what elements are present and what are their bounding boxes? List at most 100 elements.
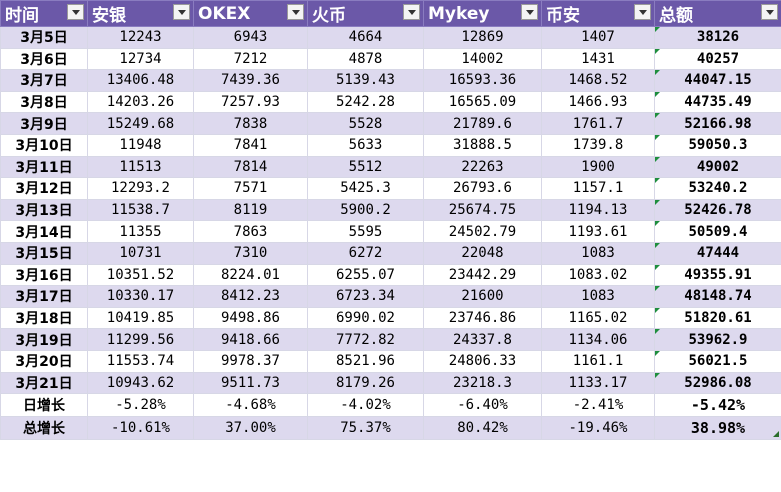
value-cell-anyin[interactable]: 10330.17: [87, 285, 194, 308]
value-cell-anyin[interactable]: 12293.2: [87, 177, 194, 200]
value-cell-anyin[interactable]: 10351.52: [87, 263, 194, 287]
date-cell[interactable]: 3月17日: [0, 285, 88, 308]
value-cell-okex[interactable]: 9511.73: [193, 371, 308, 395]
filter-dropdown-icon[interactable]: [287, 4, 304, 20]
summary-label-cell[interactable]: 日增长: [0, 393, 88, 418]
value-cell-binance[interactable]: 1431: [541, 47, 655, 71]
value-cell-anyin[interactable]: 10419.85: [87, 306, 194, 330]
value-cell-anyin[interactable]: 14203.26: [87, 90, 194, 114]
value-cell-binance[interactable]: 1083.02: [541, 263, 655, 287]
value-cell-binance[interactable]: 1157.1: [541, 177, 655, 200]
value-cell-mykey[interactable]: 12869: [423, 26, 542, 49]
value-cell-mykey[interactable]: 26793.6: [423, 177, 542, 200]
value-cell-mykey[interactable]: 23442.29: [423, 263, 542, 287]
header-cell-okex[interactable]: OKEX: [193, 0, 308, 27]
summary-total-cell[interactable]: -5.42%: [654, 393, 781, 418]
header-cell-anyin[interactable]: 安银: [87, 0, 194, 27]
summary-value-cell-huobi[interactable]: -4.02%: [307, 393, 424, 418]
value-cell-okex[interactable]: 7439.36: [193, 69, 308, 92]
filter-dropdown-icon[interactable]: [173, 4, 190, 20]
value-cell-mykey[interactable]: 14002: [423, 47, 542, 71]
value-cell-binance[interactable]: 1165.02: [541, 306, 655, 330]
value-cell-huobi[interactable]: 8179.26: [307, 371, 424, 395]
total-cell[interactable]: 38126: [654, 26, 781, 49]
total-cell[interactable]: 47444: [654, 241, 781, 265]
date-cell[interactable]: 3月12日: [0, 177, 88, 200]
value-cell-anyin[interactable]: 11538.7: [87, 198, 194, 222]
summary-value-cell-anyin[interactable]: -10.61%: [87, 416, 194, 441]
value-cell-okex[interactable]: 7257.93: [193, 90, 308, 114]
value-cell-okex[interactable]: 8119: [193, 198, 308, 222]
date-cell[interactable]: 3月9日: [0, 112, 88, 135]
value-cell-mykey[interactable]: 16593.36: [423, 69, 542, 92]
value-cell-huobi[interactable]: 6723.34: [307, 285, 424, 308]
value-cell-mykey[interactable]: 24502.79: [423, 220, 542, 243]
value-cell-okex[interactable]: 7571: [193, 177, 308, 200]
header-cell-mykey[interactable]: Mykey: [423, 0, 542, 27]
total-cell[interactable]: 44735.49: [654, 90, 781, 114]
value-cell-binance[interactable]: 1083: [541, 241, 655, 265]
table-resize-handle-icon[interactable]: [773, 431, 779, 438]
date-cell[interactable]: 3月10日: [0, 133, 88, 157]
value-cell-okex[interactable]: 7838: [193, 112, 308, 135]
value-cell-huobi[interactable]: 5425.3: [307, 177, 424, 200]
summary-value-cell-mykey[interactable]: -6.40%: [423, 393, 542, 418]
value-cell-mykey[interactable]: 21789.6: [423, 112, 542, 135]
total-cell[interactable]: 52166.98: [654, 112, 781, 135]
total-cell[interactable]: 59050.3: [654, 133, 781, 157]
value-cell-okex[interactable]: 7212: [193, 47, 308, 71]
filter-dropdown-icon[interactable]: [67, 4, 84, 20]
value-cell-huobi[interactable]: 7772.82: [307, 328, 424, 351]
value-cell-anyin[interactable]: 10943.62: [87, 371, 194, 395]
value-cell-binance[interactable]: 1466.93: [541, 90, 655, 114]
summary-value-cell-huobi[interactable]: 75.37%: [307, 416, 424, 441]
date-cell[interactable]: 3月8日: [0, 90, 88, 114]
date-cell[interactable]: 3月18日: [0, 306, 88, 330]
value-cell-anyin[interactable]: 15249.68: [87, 112, 194, 135]
header-cell-total[interactable]: 总额: [654, 0, 781, 27]
value-cell-okex[interactable]: 9418.66: [193, 328, 308, 351]
value-cell-mykey[interactable]: 22263: [423, 155, 542, 179]
total-cell[interactable]: 51820.61: [654, 306, 781, 330]
value-cell-mykey[interactable]: 16565.09: [423, 90, 542, 114]
value-cell-anyin[interactable]: 11355: [87, 220, 194, 243]
value-cell-mykey[interactable]: 23746.86: [423, 306, 542, 330]
value-cell-okex[interactable]: 7814: [193, 155, 308, 179]
header-cell-time[interactable]: 时间: [0, 0, 88, 27]
value-cell-huobi[interactable]: 5528: [307, 112, 424, 135]
value-cell-binance[interactable]: 1407: [541, 26, 655, 49]
total-cell[interactable]: 52986.08: [654, 371, 781, 395]
value-cell-huobi[interactable]: 5900.2: [307, 198, 424, 222]
value-cell-binance[interactable]: 1761.7: [541, 112, 655, 135]
total-cell[interactable]: 50509.4: [654, 220, 781, 243]
value-cell-huobi[interactable]: 5595: [307, 220, 424, 243]
total-cell[interactable]: 44047.15: [654, 69, 781, 92]
filter-dropdown-icon[interactable]: [403, 4, 420, 20]
value-cell-binance[interactable]: 1193.61: [541, 220, 655, 243]
value-cell-binance[interactable]: 1739.8: [541, 133, 655, 157]
date-cell[interactable]: 3月20日: [0, 349, 88, 373]
total-cell[interactable]: 49355.91: [654, 263, 781, 287]
value-cell-binance[interactable]: 1194.13: [541, 198, 655, 222]
date-cell[interactable]: 3月15日: [0, 241, 88, 265]
value-cell-huobi[interactable]: 8521.96: [307, 349, 424, 373]
value-cell-binance[interactable]: 1900: [541, 155, 655, 179]
value-cell-anyin[interactable]: 12243: [87, 26, 194, 49]
value-cell-okex[interactable]: 8412.23: [193, 285, 308, 308]
summary-total-cell[interactable]: 38.98%: [654, 416, 781, 441]
value-cell-huobi[interactable]: 6990.02: [307, 306, 424, 330]
value-cell-okex[interactable]: 7841: [193, 133, 308, 157]
value-cell-huobi[interactable]: 4664: [307, 26, 424, 49]
value-cell-binance[interactable]: 1468.52: [541, 69, 655, 92]
value-cell-huobi[interactable]: 6272: [307, 241, 424, 265]
summary-label-cell[interactable]: 总增长: [0, 416, 88, 441]
value-cell-mykey[interactable]: 31888.5: [423, 133, 542, 157]
filter-dropdown-icon[interactable]: [761, 4, 778, 20]
total-cell[interactable]: 49002: [654, 155, 781, 179]
summary-value-cell-okex[interactable]: 37.00%: [193, 416, 308, 441]
total-cell[interactable]: 53240.2: [654, 177, 781, 200]
value-cell-okex[interactable]: 6943: [193, 26, 308, 49]
summary-value-cell-okex[interactable]: -4.68%: [193, 393, 308, 418]
total-cell[interactable]: 56021.5: [654, 349, 781, 373]
date-cell[interactable]: 3月6日: [0, 47, 88, 71]
